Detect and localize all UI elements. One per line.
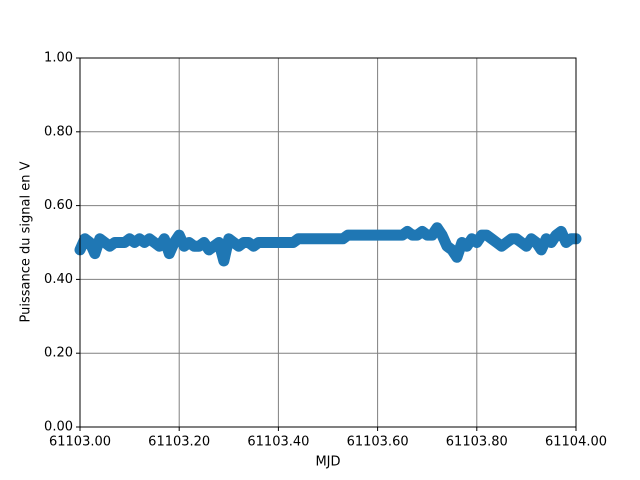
- x-axis-label: MJD: [315, 455, 340, 470]
- y-tick-label: 0.20: [44, 346, 73, 361]
- y-tick-label: 1.00: [44, 51, 73, 66]
- y-tick-label: 0.40: [44, 272, 73, 287]
- x-tick-label: 61103.60: [347, 435, 409, 450]
- x-tick-label: 61103.80: [446, 435, 508, 450]
- y-tick-label: 0.00: [44, 420, 73, 435]
- plot-frame: [79, 57, 577, 428]
- y-tick-label: 0.60: [44, 198, 73, 213]
- x-tick-label: 61103.40: [247, 435, 309, 450]
- x-tick-label: 61104.00: [545, 435, 607, 450]
- y-axis-label: Puissance du signal en V: [19, 161, 34, 322]
- x-tick-label: 61103.20: [148, 435, 210, 450]
- x-tick-label: 61103.00: [49, 435, 111, 450]
- data-line: [74, 222, 582, 267]
- y-tick-label: 0.80: [44, 124, 73, 139]
